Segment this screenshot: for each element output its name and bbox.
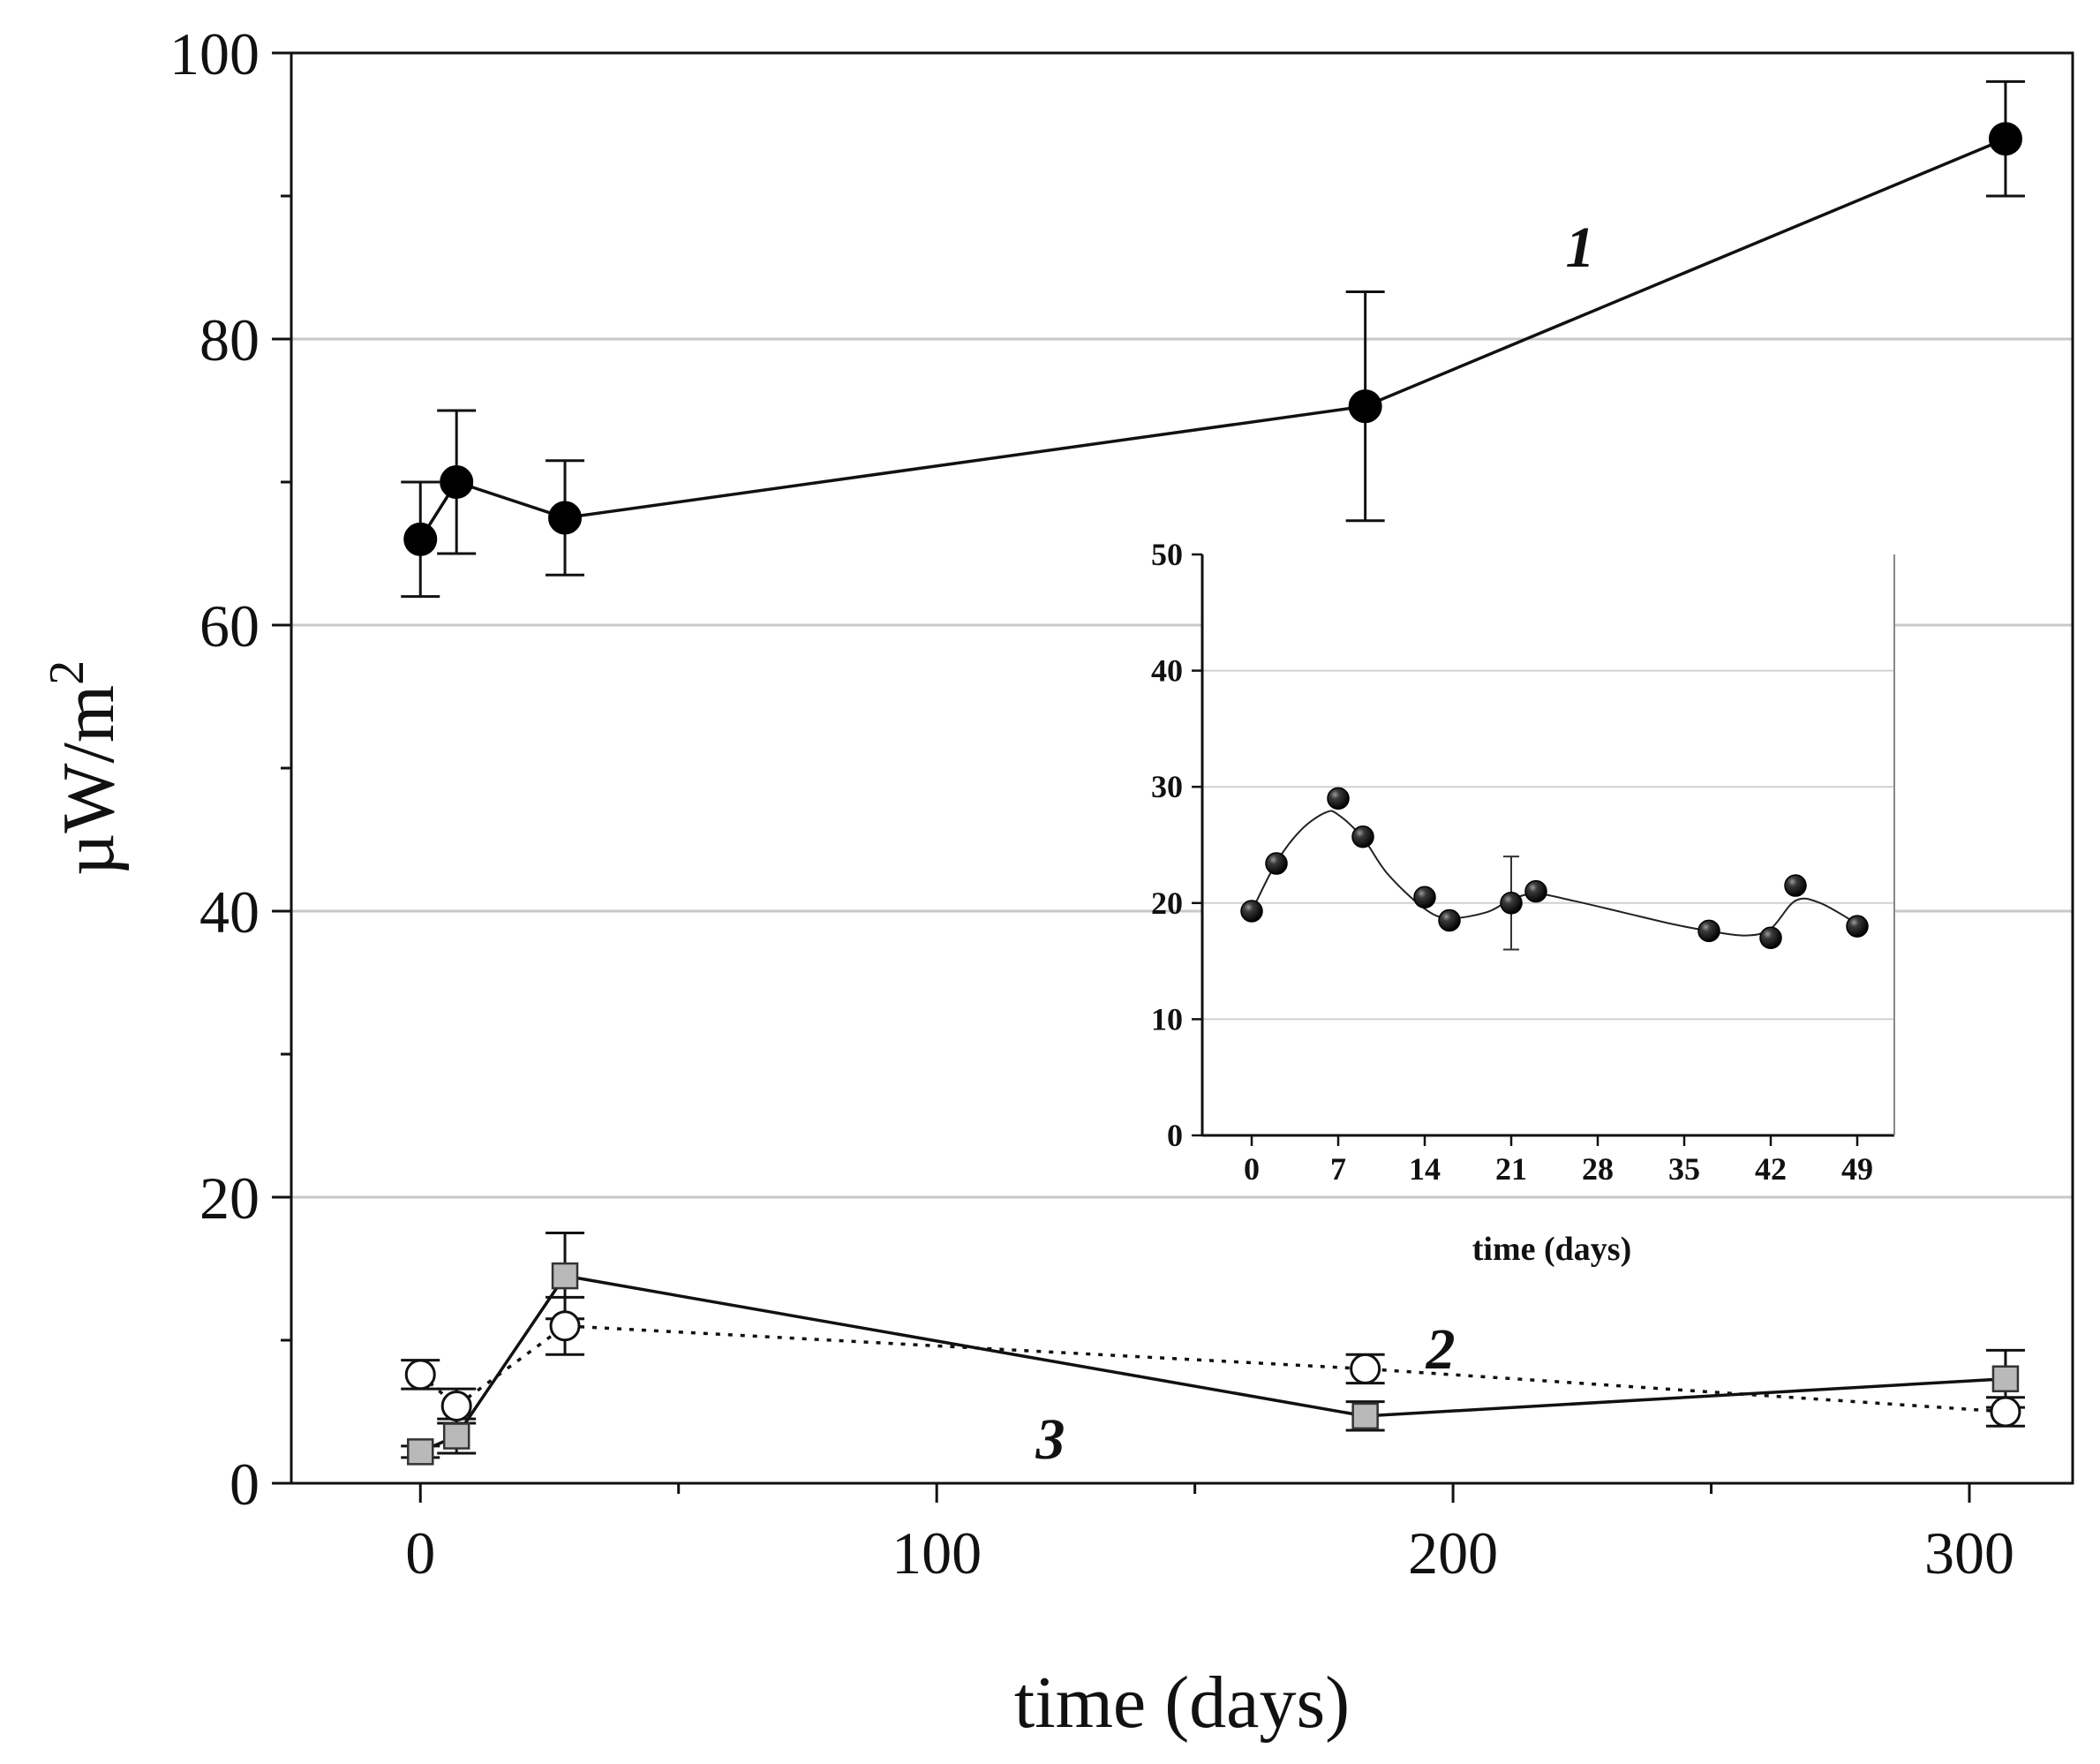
series-2-point — [1990, 1396, 2021, 1428]
inset-y-tick-label: 0 — [1167, 1118, 1183, 1153]
series-label-2: 2 — [1426, 1317, 1456, 1382]
inset-x-axis-title: time (days) — [1472, 1231, 1631, 1268]
series-label-1: 1 — [1566, 215, 1595, 280]
inset-chart: 0 10 20 30 40 50 0 7 14 21 28 35 42 49 time (days) — [1151, 537, 1895, 1268]
series-3-point — [1351, 1402, 1379, 1430]
series-2-point — [1350, 1353, 1381, 1384]
main-y-tick-label: 40 — [199, 878, 260, 946]
series-3-point — [551, 1262, 579, 1290]
inset-axis-ticks: 0 10 20 30 40 50 0 7 14 21 28 35 42 49 — [1151, 537, 1873, 1187]
inset-x-tick-label: 14 — [1409, 1151, 1441, 1187]
inset-point — [1697, 919, 1720, 943]
inset-gridlines — [1202, 669, 1894, 1021]
series-1-point — [1988, 122, 2022, 156]
inset-point — [1784, 874, 1807, 897]
inset-x-tick-label: 21 — [1495, 1151, 1527, 1187]
inset-series-layer — [1240, 787, 1869, 951]
series-3-point — [406, 1438, 434, 1466]
main-y-tick-label: 60 — [199, 592, 260, 660]
series-2-line — [419, 1324, 2006, 1413]
main-y-tick-label: 0 — [230, 1451, 260, 1518]
main-x-tick-label: 0 — [405, 1519, 435, 1587]
series-2-point — [440, 1391, 472, 1422]
inset-point — [1759, 926, 1782, 950]
inset-point — [1438, 908, 1461, 932]
series-3-point — [442, 1422, 470, 1450]
inset-x-tick-label: 0 — [1244, 1151, 1260, 1187]
inset-point — [1413, 886, 1436, 908]
inset-x-tick-label: 28 — [1582, 1151, 1614, 1187]
inset-point — [1351, 825, 1374, 848]
main-y-axis-title-base: µW/m — [48, 685, 130, 876]
inset-point — [1524, 879, 1547, 903]
series-1-point — [403, 522, 438, 556]
series-1-point — [440, 465, 474, 499]
main-y-tick-label: 100 — [169, 20, 260, 87]
inset-y-tick-label: 40 — [1151, 653, 1183, 689]
series-label-3: 3 — [1035, 1407, 1065, 1472]
inset-point — [1846, 915, 1869, 938]
main-y-axis-title: µW/m2 — [40, 660, 130, 876]
main-x-tick-label: 200 — [1408, 1519, 1498, 1587]
inset-point — [1327, 787, 1350, 810]
series-2-point — [549, 1310, 581, 1342]
inset-point — [1500, 892, 1523, 915]
inset-x-tick-label: 35 — [1668, 1151, 1700, 1187]
series-1-point — [1348, 389, 1382, 424]
series-3-line — [419, 1274, 2006, 1454]
inset-x-tick-label: 42 — [1755, 1151, 1787, 1187]
inset-y-tick-label: 50 — [1151, 537, 1183, 572]
main-series-layer — [401, 79, 2025, 1466]
main-x-axis-title: time (days) — [1014, 1662, 1350, 1744]
inset-y-tick-label: 10 — [1151, 1001, 1183, 1037]
inset-y-tick-label: 20 — [1151, 886, 1183, 921]
series-3-point — [1991, 1365, 2020, 1392]
main-y-tick-label: 20 — [199, 1165, 260, 1232]
inset-x-tick-label: 49 — [1841, 1151, 1873, 1187]
inset-background — [1202, 554, 1894, 1135]
main-y-axis-title-superscript: 2 — [40, 660, 94, 685]
main-x-tick-label: 100 — [892, 1519, 982, 1587]
series-1-point — [548, 501, 583, 535]
main-y-tick-label: 80 — [199, 306, 260, 373]
series-2-point — [404, 1359, 436, 1391]
inset-point — [1240, 900, 1263, 923]
inset-y-tick-label: 30 — [1151, 769, 1183, 804]
inset-x-tick-label: 7 — [1330, 1151, 1346, 1187]
inset-point — [1265, 852, 1288, 875]
main-x-tick-label: 300 — [1924, 1519, 2014, 1587]
